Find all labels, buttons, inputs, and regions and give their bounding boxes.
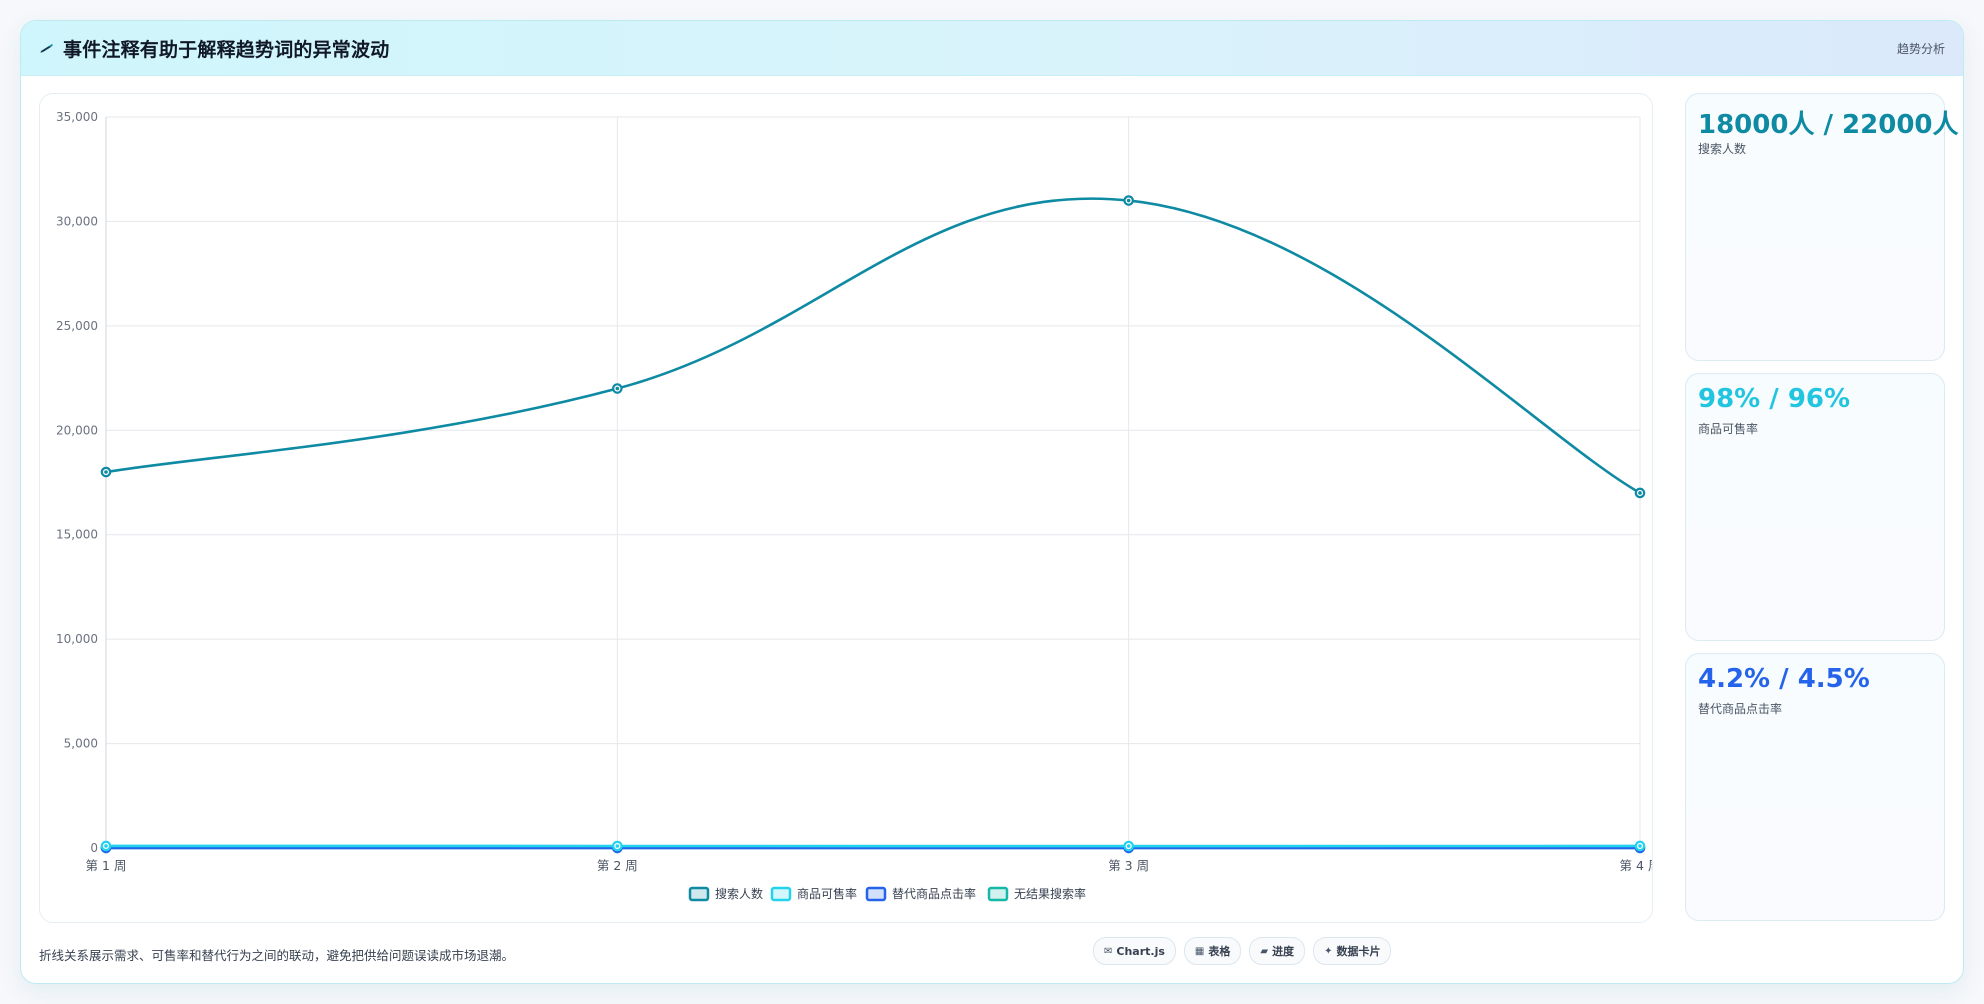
- legend-label: 搜索人数: [715, 886, 763, 901]
- pill-progress[interactable]: ▰ 进度: [1249, 937, 1306, 965]
- stat-value: 18000人 / 22000人: [1698, 110, 1959, 140]
- y-tick-label: 20,000: [56, 423, 98, 437]
- y-tick-label: 30,000: [56, 214, 98, 228]
- stat-label: 替代商品点击率: [1698, 702, 1783, 716]
- y-tick-label: 25,000: [56, 319, 98, 333]
- y-tick-label: 0: [90, 841, 98, 855]
- legend-label: 无结果搜索率: [1014, 886, 1086, 901]
- footer-note: 折线关系展示需求、可售率和替代行为之间的联动，避免把供给问题误读成市场退潮。: [39, 948, 515, 963]
- page-title: 事件注释有助于解释趋势词的异常波动: [63, 38, 390, 61]
- chart-card: 0 5,000 10,000 15,000 20,000 25,000 30,000 35,0…: [39, 93, 1653, 923]
- pen-icon: [40, 44, 53, 53]
- x-tick-label: 第 1 周: [86, 858, 127, 873]
- stat-value: 98% / 96%: [1698, 384, 1851, 414]
- series-point-dot: [1126, 198, 1131, 203]
- title-wrap: 事件注释有助于解释趋势词的异常波动: [39, 21, 389, 75]
- series-point-dot: [615, 386, 620, 391]
- pill-data-cards[interactable]: ✦ 数据卡片: [1313, 937, 1392, 965]
- table-icon: ▦: [1194, 945, 1205, 957]
- stat-label: 商品可售率: [1698, 422, 1759, 436]
- legend-swatch: [770, 886, 792, 902]
- series-point-dot: [615, 844, 620, 848]
- pill-label: Chart.js: [1116, 944, 1165, 958]
- legend-swatch: [865, 886, 887, 902]
- line-chart: 0 5,000 10,000 15,000 20,000 25,000 30,000 35,0…: [56, 110, 1652, 902]
- sparkle-icon: ✦: [1324, 945, 1333, 957]
- series-point-dot: [104, 844, 108, 848]
- pill-label: 数据卡片: [1336, 945, 1381, 958]
- stat-panel: 18000人 / 22000人 搜索人数 98% / 96% 商品可售率 4.2…: [1685, 93, 1959, 941]
- header: 事件注释有助于解释趋势词的异常波动 趋势分析: [21, 21, 1963, 76]
- pill-table[interactable]: ▦ 表格: [1183, 937, 1242, 965]
- legend-swatch: [987, 886, 1009, 902]
- dashboard-frame: 事件注释有助于解释趋势词的异常波动 趋势分析 0 5,000 10,000 15,00…: [20, 20, 1964, 984]
- legend-label: 商品可售率: [797, 886, 857, 901]
- pill-chartjs[interactable]: ✉ Chart.js: [1093, 937, 1176, 965]
- x-tick-label: 第 2 周: [597, 858, 638, 873]
- stat-value: 4.2% / 4.5%: [1698, 664, 1870, 694]
- y-tick-label: 5,000: [64, 737, 98, 751]
- tool-pills: ✉ Chart.js ▦ 表格 ▰ 进度 ✦ 数据卡片: [1093, 937, 1392, 965]
- series-point-dot: [1638, 844, 1642, 848]
- stat-card-availability: 98% / 96% 商品可售率: [1685, 373, 1945, 641]
- series-point-dot: [104, 470, 108, 474]
- y-tick-label: 10,000: [56, 632, 98, 646]
- progress-icon: ▰: [1260, 945, 1269, 957]
- y-tick-label: 35,000: [56, 110, 98, 124]
- y-tick-label: 15,000: [56, 528, 98, 542]
- stat-label: 搜索人数: [1698, 142, 1747, 156]
- series-point-dot: [1638, 491, 1642, 495]
- series-line-0: [104, 197, 1642, 495]
- legend-label: 替代商品点击率: [892, 886, 976, 901]
- envelope-icon: ✉: [1104, 945, 1113, 957]
- legend-swatch: [688, 886, 710, 902]
- header-tag: 趋势分析: [1896, 41, 1945, 56]
- pill-label: 进度: [1272, 945, 1295, 958]
- x-tick-label: 第 4 周: [1620, 858, 1652, 873]
- stat-card-search: 18000人 / 22000人 搜索人数: [1685, 93, 1959, 361]
- x-tick-label: 第 3 周: [1108, 858, 1149, 873]
- pill-label: 表格: [1208, 945, 1231, 958]
- series-point-dot: [1126, 844, 1131, 848]
- stat-card-substitute: 4.2% / 4.5% 替代商品点击率: [1685, 653, 1945, 921]
